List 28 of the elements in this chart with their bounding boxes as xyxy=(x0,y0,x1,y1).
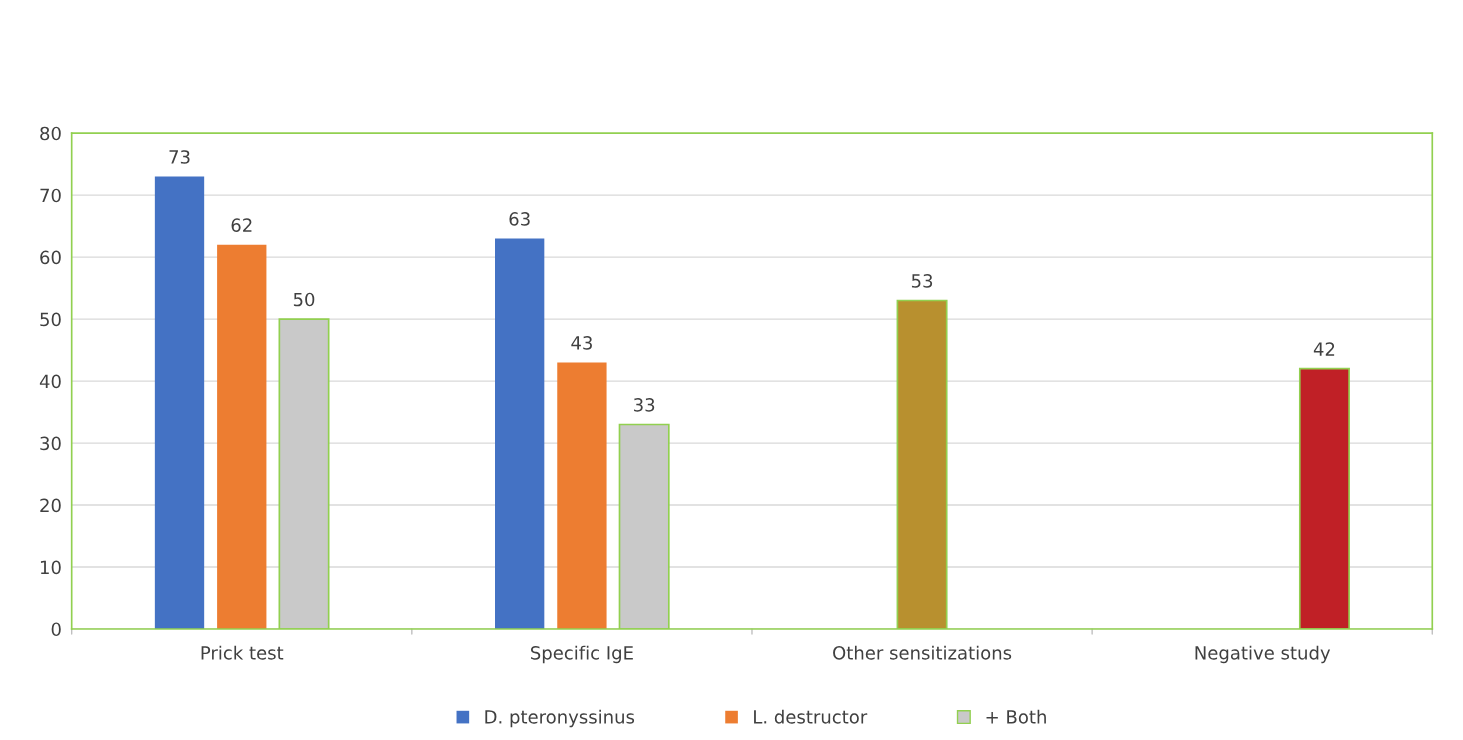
data-label: 73 xyxy=(169,150,190,164)
bar xyxy=(154,176,205,629)
legend-label: + Both xyxy=(986,709,1046,724)
legend-label: L. destructor xyxy=(754,709,868,724)
data-label: 33 xyxy=(634,398,655,412)
x-tick-label: Prick test xyxy=(201,645,284,660)
y-tick-label: 60 xyxy=(40,250,61,265)
y-tick-label: 10 xyxy=(40,560,61,575)
bar xyxy=(557,362,607,629)
y-tick-label: 30 xyxy=(40,436,61,451)
y-tick-label: 70 xyxy=(40,188,61,203)
legend-label: D. pteronyssinus xyxy=(485,709,635,728)
data-label: 53 xyxy=(911,274,933,288)
x-tick-label: Negative study xyxy=(1195,645,1331,664)
x-tick-label: Specific IgE xyxy=(530,645,633,664)
data-label: 63 xyxy=(509,212,530,226)
y-tick-label: 40 xyxy=(39,374,61,389)
bar xyxy=(217,244,267,629)
x-tick-label: Other sensitizations xyxy=(833,645,1012,660)
y-tick-label: 50 xyxy=(40,312,61,327)
data-label: 42 xyxy=(1313,342,1335,356)
data-label: 43 xyxy=(571,336,592,350)
bar xyxy=(495,238,545,629)
y-tick-label: 0 xyxy=(51,622,61,637)
data-label: 50 xyxy=(293,292,315,307)
data-label: 62 xyxy=(231,218,252,232)
y-tick-label: 20 xyxy=(40,498,61,513)
y-tick-label: 80 xyxy=(40,126,61,141)
